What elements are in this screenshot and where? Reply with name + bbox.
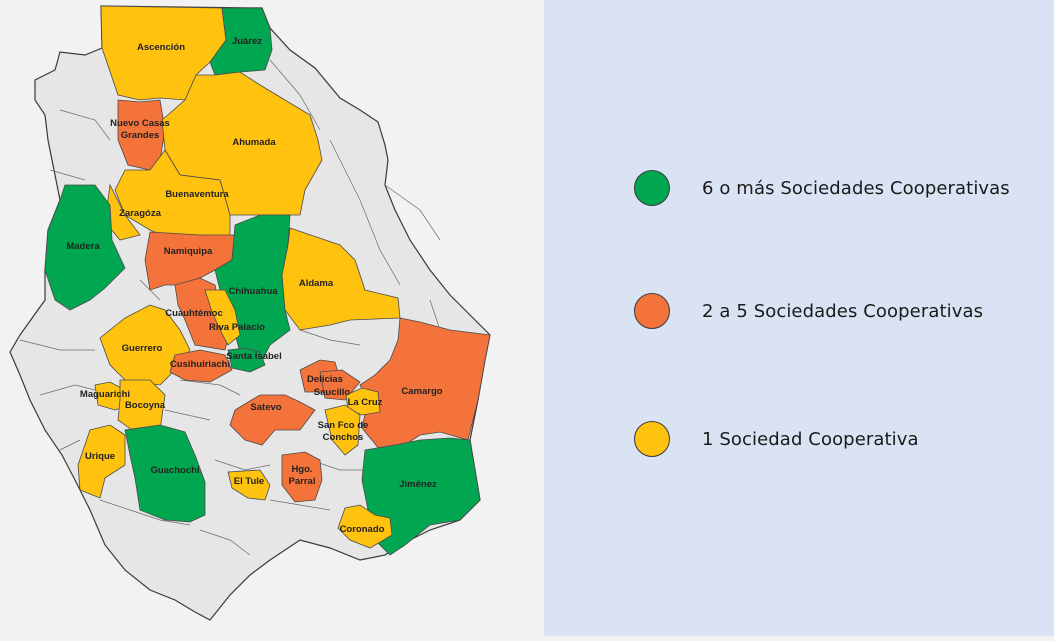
label-line-ahumada: Ahumada: [232, 137, 276, 148]
label-line-satevo: Satevo: [250, 402, 281, 413]
label-line-san-fco-de-conchos: Conchos: [323, 432, 364, 443]
municipality-saucillo: [319, 369, 361, 401]
label-nuevo-casas-grandes: Nuevo Casas Grandes: [110, 118, 170, 141]
label-urique: Urique: [85, 451, 115, 462]
municipality-juarez: [209, 7, 273, 76]
municipality-madera: [44, 184, 126, 311]
municipal-boundaries: [19, 59, 441, 556]
chihuahua-municipalities-map: Ascención Juárez Nuevo Casas Grandes Ahumada…: [9, 5, 491, 621]
municipality-cusihuiriachi: [169, 349, 233, 383]
legend-item-orange: 2 a 5 Sociedades Cooperativas: [634, 291, 983, 331]
label-line-la-cruz: La Cruz: [348, 397, 383, 408]
label-line-juarez: Juárez: [232, 36, 262, 47]
label-line-madera: Madera: [66, 241, 100, 252]
label-namiquipa: Namiquipa: [164, 246, 213, 257]
legend-panel: 6 o más Sociedades Cooperativas 2 a 5 So…: [544, 0, 1054, 636]
municipality-san-fco-de-conchos: [324, 404, 361, 456]
label-line-buenaventura: Buenaventura: [165, 189, 229, 200]
label-buenaventura: Buenaventura: [165, 189, 229, 200]
municipality-urique: [77, 424, 126, 499]
label-bocoyna: Bocoyna: [125, 400, 166, 411]
label-zaragoza: Zaragóza: [119, 208, 161, 219]
label-saucillo: Saucillo: [314, 387, 351, 398]
legend-label-green: 6 o más Sociedades Cooperativas: [702, 177, 1010, 199]
legend-label-yellow: 1 Sociedad Cooperativa: [702, 428, 919, 450]
municipality-riva-palacio: [204, 289, 241, 346]
label-line-cuauhtemoc: Cuauhtémoc: [165, 308, 223, 319]
label-maguarichi: Maguarichi: [80, 389, 130, 400]
label-coronado: Coronado: [340, 524, 385, 535]
label-juarez: Juárez: [232, 36, 262, 47]
label-ahumada: Ahumada: [232, 137, 276, 148]
legend-swatch-orange: [634, 293, 670, 329]
label-line-zaragoza: Zaragóza: [119, 208, 161, 219]
label-el-tule: El Tule: [234, 476, 264, 487]
label-line-aldama: Aldama: [299, 278, 334, 289]
municipality-satevo: [229, 394, 316, 446]
label-line-maguarichi: Maguarichi: [80, 389, 130, 400]
label-riva-palacio: Riva Palacio: [209, 322, 265, 333]
label-line-namiquipa: Namiquipa: [164, 246, 213, 257]
label-santa-isabel: Santa Isabel: [226, 351, 281, 362]
legend-item-yellow: 1 Sociedad Cooperativa: [634, 419, 919, 459]
legend-item-green: 6 o más Sociedades Cooperativas: [634, 168, 1010, 208]
label-line-guerrero: Guerrero: [122, 343, 163, 354]
label-cuauhtemoc: Cuauhtémoc: [165, 308, 223, 319]
municipality-guachochi: [124, 424, 206, 523]
label-aldama: Aldama: [299, 278, 334, 289]
legend-swatch-green: [634, 170, 670, 206]
label-line-san-fco-de-conchos: San Fco de: [318, 420, 369, 431]
label-guachochi: Guachochi: [150, 465, 199, 476]
municipality-guerrero: [99, 304, 191, 386]
label-camargo: Camargo: [401, 386, 442, 397]
label-line-chihuahua: Chihuahua: [228, 286, 278, 297]
label-satevo: Satevo: [250, 402, 281, 413]
label-line-nuevo-casas-grandes: Nuevo Casas: [110, 118, 170, 129]
label-guerrero: Guerrero: [122, 343, 163, 354]
label-line-nuevo-casas-grandes: Grandes: [121, 130, 160, 141]
label-hgo-parral: Hgo. Parral: [289, 464, 316, 487]
label-madera: Madera: [66, 241, 100, 252]
municipality-zaragoza: [104, 183, 141, 241]
label-chihuahua: Chihuahua: [228, 286, 278, 297]
label-jimenez: Jiménez: [399, 479, 437, 490]
municipality-camargo: [359, 317, 491, 451]
label-san-fco-de-conchos: San Fco de Conchos: [318, 420, 369, 443]
label-line-cusihuiriachi: Cusihuiriachi: [170, 359, 230, 370]
label-line-ascencion: Ascención: [137, 42, 185, 53]
municipality-hgo-parral: [281, 451, 323, 503]
label-line-hgo-parral: Hgo.: [291, 464, 312, 475]
label-line-riva-palacio: Riva Palacio: [209, 322, 265, 333]
label-delicias: Delicias: [307, 374, 343, 385]
label-line-delicias: Delicias: [307, 374, 343, 385]
label-ascencion: Ascención: [137, 42, 185, 53]
municipality-santa-isabel: [227, 347, 266, 373]
map-panel: Ascención Juárez Nuevo Casas Grandes Ahumada…: [9, 5, 491, 621]
municipality-el-tule: [227, 469, 271, 501]
label-la-cruz: La Cruz: [348, 397, 383, 408]
label-cusihuiriachi: Cusihuiriachi: [170, 359, 230, 370]
municipality-coronado: [337, 504, 393, 549]
label-line-urique: Urique: [85, 451, 115, 462]
legend-label-orange: 2 a 5 Sociedades Cooperativas: [702, 300, 984, 322]
label-line-santa-isabel: Santa Isabel: [226, 351, 281, 362]
label-line-coronado: Coronado: [340, 524, 385, 535]
label-line-camargo: Camargo: [401, 386, 442, 397]
legend-swatch-yellow: [634, 421, 670, 457]
label-line-saucillo: Saucillo: [314, 387, 351, 398]
label-line-jimenez: Jiménez: [399, 479, 437, 490]
municipality-chihuahua: [214, 214, 291, 371]
label-line-guachochi: Guachochi: [150, 465, 199, 476]
municipality-aldama: [281, 227, 401, 331]
label-line-hgo-parral: Parral: [289, 476, 316, 487]
label-line-bocoyna: Bocoyna: [125, 400, 166, 411]
label-line-el-tule: El Tule: [234, 476, 264, 487]
